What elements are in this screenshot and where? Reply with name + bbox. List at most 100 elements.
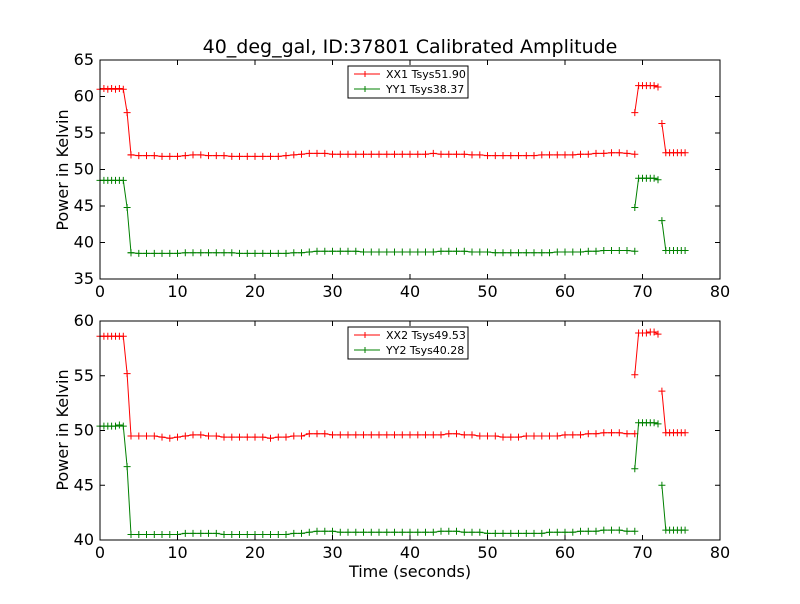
data-point [631,527,639,535]
data-point [251,152,259,160]
top-subplot: 40_deg_gal, ID:37801 Calibrated Amplitud… [53,36,730,301]
data-point [321,149,329,157]
data-point [515,249,522,257]
data-point [584,150,592,158]
data-point [398,431,406,439]
chart-title: 40_deg_gal, ID:37801 Calibrated Amplitud… [203,36,618,58]
y-tick-label: 40 [74,530,94,549]
data-point [197,529,205,537]
data-point [174,433,181,441]
data-point [615,526,623,534]
data-point [546,151,553,159]
data-point [453,527,460,535]
data-point [104,85,112,93]
data-point [212,249,220,257]
data-point [197,151,205,159]
x-tick-label: 40 [400,543,420,562]
data-point [236,249,243,257]
data-point [476,151,484,159]
data-point [205,249,212,257]
data-point [414,150,422,158]
data-point [290,151,298,159]
data-point [150,249,158,257]
data-point [623,527,631,535]
data-point [592,247,600,255]
bottom-subplot: Power in Kelvin Time (seconds) 0 10 20 30 40… [53,311,730,581]
data-point [189,151,197,159]
data-point [561,151,569,159]
data-point [422,248,429,256]
data-point [608,149,615,157]
data-point [367,248,375,256]
data-point [135,432,143,440]
data-point [313,247,321,255]
data-point [305,149,313,157]
data-point [290,432,298,440]
data-point [127,151,135,159]
x-tick-label: 70 [632,543,652,562]
data-point [127,432,135,440]
data-point [391,150,398,158]
data-point [189,529,197,537]
data-point [650,328,658,336]
data-point [522,529,530,537]
data-point [507,249,515,257]
data-point [615,247,623,254]
data-point [553,248,561,256]
data-point [189,249,197,257]
data-point [658,387,666,395]
data-point [398,150,406,158]
data-point [383,248,391,256]
data-point [499,529,507,537]
data-point [150,432,158,440]
data-point [360,431,367,439]
data-point [391,248,398,256]
data-point [143,152,150,160]
data-point [437,247,445,255]
data-point [305,248,313,256]
data-point [197,431,205,439]
data-point [212,152,220,160]
data-point [468,528,476,536]
data-point [623,430,631,438]
data-point [205,432,212,440]
data-point [650,419,658,427]
data-point [553,151,561,159]
y-tick-label: 35 [74,269,94,288]
y-axis-label: Power in Kelvin [53,109,72,230]
data-point [360,248,367,256]
data-point [577,150,584,158]
data-point [507,433,515,441]
legend: XX2 Tsys49.53 YY2 Tsys40.28 [347,326,469,360]
data-point [228,531,236,538]
data-point [608,526,615,534]
data-point [375,150,383,158]
data-point [305,430,313,438]
data-point [600,247,608,254]
data-point [631,430,639,438]
x-tick-label: 0 [95,543,105,562]
data-point [150,152,158,160]
data-point [654,176,662,184]
x-tick-label: 20 [245,543,265,562]
data-point [166,434,174,442]
data-point [507,152,515,160]
data-point [220,249,228,257]
data-point [577,431,584,439]
data-point [119,332,127,340]
data-point [298,150,305,158]
data-point [515,433,522,441]
data-point [197,249,205,257]
data-point [344,150,352,158]
data-point [119,422,127,430]
y-axis-label: Power in Kelvin [53,369,72,490]
legend-label-yy1: YY1 Tsys38.37 [385,83,464,96]
data-point [127,249,135,257]
data-point [212,529,220,537]
data-point [569,528,577,536]
x-tick-label: 30 [322,282,342,301]
data-point [329,431,336,439]
data-point [282,152,290,160]
data-point [135,152,143,160]
